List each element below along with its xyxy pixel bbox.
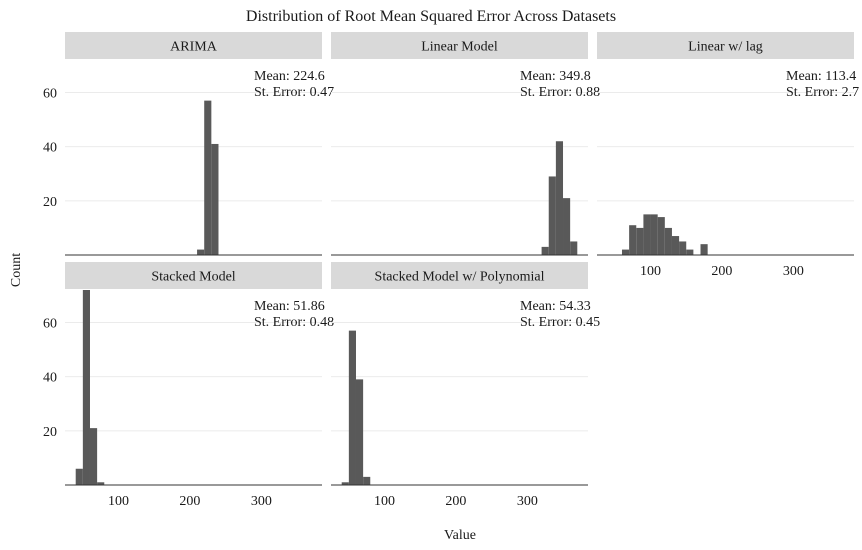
histogram-bar (629, 225, 637, 255)
facet-panel: Stacked Model 20 40 60 100 200 300 Mean: 51.86S… (43, 262, 334, 509)
stats-annotation: St. Error: 2.7 (786, 85, 859, 100)
x-tick-label: 300 (783, 264, 804, 279)
facet-strip (597, 32, 854, 59)
x-tick-label: 100 (108, 494, 129, 509)
stats-annotation: Mean: 54.33 (520, 299, 591, 314)
histogram-bar (204, 100, 212, 255)
stats-annotation: St. Error: 0.48 (254, 315, 334, 330)
histogram-bar (75, 468, 83, 485)
stats-annotation: Mean: 113.4 (786, 69, 856, 84)
facet-panel: Stacked Model w/ Polynomial 100 200 300 Mean… (331, 262, 600, 509)
histogram-bar (621, 249, 630, 255)
stats-annotation: Mean: 349.8 (520, 69, 591, 84)
y-tick-label: 60 (43, 317, 57, 332)
x-tick-label: 200 (445, 494, 466, 509)
stats-annotation: St. Error: 0.88 (520, 85, 600, 100)
x-axis-label: Value (444, 528, 476, 543)
y-tick-label: 40 (43, 371, 57, 386)
histogram-bar (686, 249, 694, 255)
histogram-bar (636, 227, 644, 255)
facet-strip (331, 32, 588, 59)
histogram-bar (657, 217, 665, 255)
facet-panel: ARIMA 20 40 60 Mean: 224.6St. Error: 0.47 (43, 32, 334, 256)
x-tick-label: 300 (251, 494, 272, 509)
histogram-bar (355, 379, 364, 485)
histogram-bar (348, 330, 356, 485)
facet-strip (65, 262, 322, 289)
stats-annotation: St. Error: 0.45 (520, 315, 600, 330)
stats-annotation: Mean: 224.6 (254, 69, 325, 84)
histogram-bar (679, 241, 687, 255)
y-tick-label: 20 (43, 195, 57, 210)
x-tick-label: 100 (374, 494, 395, 509)
histogram-bar (563, 198, 571, 255)
stats-annotation: Mean: 51.86 (254, 299, 325, 314)
histogram-bar (548, 176, 556, 255)
histogram-bar (671, 236, 680, 255)
facet-title: Stacked Model (151, 270, 235, 285)
x-tick-label: 100 (640, 264, 661, 279)
facet-panel: Linear Model Mean: 349.8St. Error: 0.88 (331, 32, 600, 256)
histogram-bar (211, 143, 219, 255)
y-tick-label: 40 (43, 141, 57, 156)
facet-title: Linear w/ lag (688, 40, 763, 55)
histogram-bar (89, 428, 98, 485)
histogram-bar (82, 290, 90, 485)
facet-panel: Linear w/ lag 100 200 300 Mean: 113.4St. Err… (597, 32, 859, 279)
y-tick-label: 20 (43, 425, 57, 440)
histogram-bar (570, 241, 578, 255)
facet-strip (65, 32, 322, 59)
x-tick-label: 200 (711, 264, 732, 279)
facet-title: ARIMA (170, 40, 218, 55)
facet-title: Stacked Model w/ Polynomial (375, 270, 545, 285)
histogram-bar (541, 246, 549, 255)
facet-title: Linear Model (421, 40, 498, 55)
x-tick-label: 200 (179, 494, 200, 509)
stats-annotation: St. Error: 0.47 (254, 85, 334, 100)
histogram-bar (643, 214, 651, 255)
histogram-bar (197, 249, 205, 255)
facet-strip (331, 262, 588, 289)
histogram-bar (650, 214, 658, 255)
x-tick-label: 300 (517, 494, 538, 509)
histogram-bar (555, 141, 564, 255)
chart-title: Distribution of Root Mean Squared Error … (246, 8, 616, 25)
histogram-bar (341, 482, 349, 485)
y-tick-label: 60 (43, 87, 57, 102)
histogram-bar (97, 482, 105, 485)
histogram-bar (700, 244, 708, 255)
histogram-bar (664, 227, 672, 255)
histogram-bar (363, 476, 371, 485)
y-axis-label: Count (9, 253, 24, 287)
